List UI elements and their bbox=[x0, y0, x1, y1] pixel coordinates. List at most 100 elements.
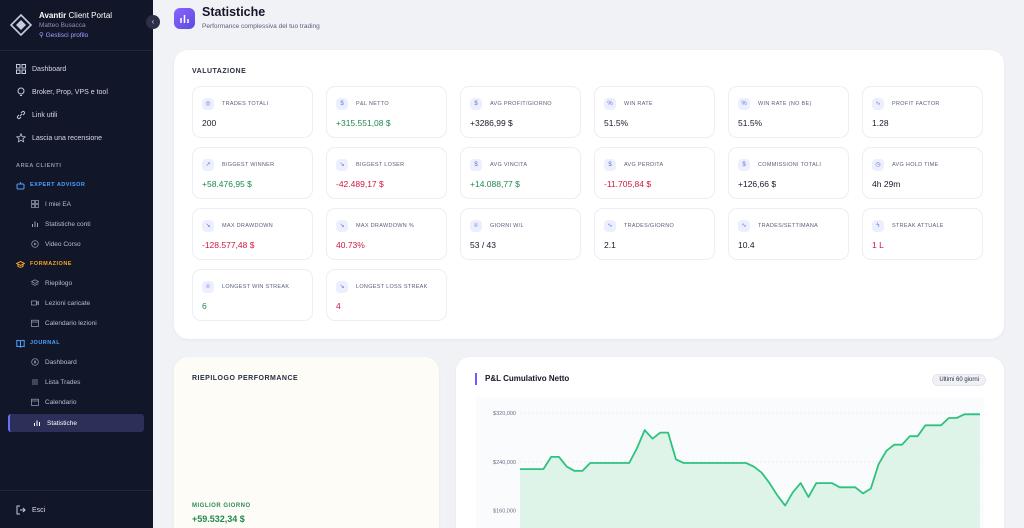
arrow-down-right-icon: ↘ bbox=[336, 159, 348, 171]
brand-title: Avantir Client Portal bbox=[39, 11, 113, 20]
stat-card: $ P&L NETTO +315.551,08 $ bbox=[326, 86, 447, 138]
stat-card: ♕ GIORNI W/L 53 / 43 bbox=[460, 208, 581, 260]
stat-card: ♕ LONGEST WIN STREAK 6 bbox=[192, 269, 313, 321]
stat-label: PROFIT FACTOR bbox=[892, 101, 940, 107]
activity-icon: ∿ bbox=[738, 220, 750, 232]
stat-label: WIN RATE bbox=[624, 101, 653, 107]
stat-card: ↘ BIGGEST LOSER -42.489,17 $ bbox=[326, 147, 447, 199]
stat-value: 6 bbox=[202, 301, 207, 311]
play-circle-icon bbox=[31, 240, 39, 248]
stat-card: ϟ STREAK ATTUALE 1 L bbox=[862, 208, 983, 260]
stat-value: +58.476,95 $ bbox=[202, 179, 252, 189]
sub-item-label: Calendario lezioni bbox=[45, 319, 97, 327]
sidebar-item-lista-trades[interactable]: Lista Trades bbox=[31, 375, 80, 389]
group-journal[interactable]: JOURNAL bbox=[16, 337, 60, 349]
sub-item-label: Statistiche bbox=[47, 419, 77, 427]
stat-value: -42.489,17 $ bbox=[336, 179, 384, 189]
nav-label: Broker, Prop, VPS e tool bbox=[32, 88, 108, 96]
dollar-icon: $ bbox=[470, 98, 482, 110]
sidebar-item-lezioni-caricate[interactable]: Lezioni caricate bbox=[31, 296, 90, 310]
link-icon bbox=[16, 110, 26, 120]
stat-label: BIGGEST WINNER bbox=[222, 162, 275, 168]
activity-icon: ∿ bbox=[604, 220, 616, 232]
activity-icon: ∿ bbox=[872, 98, 884, 110]
logout-icon bbox=[16, 505, 26, 515]
sidebar-item-video-corso[interactable]: Video Corso bbox=[31, 237, 81, 251]
stat-label: TRADES/SETTIMANA bbox=[758, 223, 819, 229]
area-clienti-label: AREA CLIENTI bbox=[16, 163, 62, 169]
bar-chart-icon bbox=[34, 420, 40, 426]
nav-label: Esci bbox=[32, 506, 46, 514]
stat-label: AVG PROFIT/GIORNO bbox=[490, 101, 552, 107]
sub-item-label: Statistiche conti bbox=[45, 220, 91, 228]
nav-link-utili[interactable]: Link utili bbox=[16, 107, 57, 123]
stat-label: COMMISSIONI TOTALI bbox=[758, 162, 822, 168]
pnl-area bbox=[520, 414, 980, 528]
stat-card: ↘ MAX DRAWDOWN -128.577,48 $ bbox=[192, 208, 313, 260]
riepilogo-title: RIEPILOGO PERFORMANCE bbox=[192, 375, 299, 382]
group-expert-advisor[interactable]: EXPERT ADVISOR bbox=[16, 179, 85, 191]
target-icon: ◎ bbox=[202, 98, 214, 110]
manage-profile-link[interactable]: ⚲ Gestisci profilo bbox=[39, 32, 89, 39]
group-formazione[interactable]: FORMAZIONE bbox=[16, 258, 72, 270]
stat-value: 40.73% bbox=[336, 240, 365, 250]
y-tick-label: $240,000 bbox=[493, 460, 516, 466]
nav-label: Lascia una recensione bbox=[32, 134, 103, 142]
stat-value: 53 / 43 bbox=[470, 240, 496, 250]
stat-card: ↗ BIGGEST WINNER +58.476,95 $ bbox=[192, 147, 313, 199]
stat-value: 4h 29m bbox=[872, 179, 901, 189]
collapse-sidebar-button[interactable]: ‹ bbox=[146, 15, 160, 29]
stat-label: BIGGEST LOSER bbox=[356, 162, 405, 168]
valutazione-title: VALUTAZIONE bbox=[192, 68, 247, 75]
dollar-icon: $ bbox=[470, 159, 482, 171]
stat-value: 2.1 bbox=[604, 240, 616, 250]
avantir-logo-icon bbox=[10, 14, 32, 36]
sub-item-label: Lista Trades bbox=[45, 378, 81, 386]
stat-card: ∿ TRADES/GIORNO 2.1 bbox=[594, 208, 715, 260]
trophy-icon: ♕ bbox=[470, 220, 482, 232]
stat-card: ∿ TRADES/SETTIMANA 10.4 bbox=[728, 208, 849, 260]
sub-item-label: Riepilogo bbox=[45, 279, 73, 287]
grid-icon bbox=[16, 64, 26, 74]
y-tick-label: $160,000 bbox=[493, 508, 516, 514]
stat-label: MAX DRAWDOWN bbox=[222, 223, 274, 229]
bolt-icon: ϟ bbox=[872, 220, 884, 232]
stat-value: +3286,99 $ bbox=[470, 118, 513, 128]
stat-value: 4 bbox=[336, 301, 341, 311]
nav-broker[interactable]: Broker, Prop, VPS e tool bbox=[16, 84, 108, 100]
video-icon bbox=[31, 300, 39, 306]
percent-icon: % bbox=[604, 98, 616, 110]
sidebar-item-calendario-lezioni[interactable]: Calendario lezioni bbox=[31, 316, 97, 330]
sub-item-label: Dashboard bbox=[45, 358, 77, 366]
stat-label: LONGEST LOSS STREAK bbox=[356, 284, 428, 290]
stat-value: 10.4 bbox=[738, 240, 755, 250]
sidebar-item-journal-dashboard[interactable]: Dashboard bbox=[31, 355, 77, 369]
stat-label: TRADES/GIORNO bbox=[624, 223, 675, 229]
sub-item-label: I miei EA bbox=[45, 200, 72, 208]
sub-item-label: Video Corso bbox=[45, 240, 81, 248]
stat-value: +315.551,08 $ bbox=[336, 118, 391, 128]
stat-label: TRADES TOTALI bbox=[222, 101, 269, 107]
nav-dashboard[interactable]: Dashboard bbox=[16, 61, 66, 77]
group-label: EXPERT ADVISOR bbox=[30, 182, 86, 188]
dollar-icon: $ bbox=[604, 159, 616, 171]
sidebar-item-statistiche[interactable]: Statistiche bbox=[8, 414, 144, 432]
logout-button[interactable]: Esci bbox=[16, 502, 45, 518]
sidebar-item-calendario[interactable]: Calendario bbox=[31, 395, 76, 409]
pnl-line bbox=[520, 413, 980, 507]
stat-card: $ COMMISSIONI TOTALI +126,66 $ bbox=[728, 147, 849, 199]
range-badge[interactable]: Ultimi 60 giorni bbox=[932, 374, 986, 386]
graduation-cap-icon bbox=[16, 260, 25, 268]
sidebar-item-riepilogo[interactable]: Riepilogo bbox=[31, 276, 72, 290]
arrow-up-right-icon: ↗ bbox=[202, 159, 214, 171]
pnl-chart-panel: P&L Cumulativo Netto Ultimi 60 giorni $3… bbox=[456, 357, 1004, 528]
stat-value: 1 L bbox=[872, 240, 884, 250]
best-day-value: +59.532,34 $ bbox=[192, 514, 245, 524]
sidebar-item-statistiche-conti[interactable]: Statistiche conti bbox=[31, 217, 91, 231]
dollar-icon: $ bbox=[738, 159, 750, 171]
stat-label: MAX DRAWDOWN % bbox=[356, 223, 415, 229]
book-icon bbox=[16, 339, 25, 348]
nav-recensione[interactable]: Lascia una recensione bbox=[16, 130, 102, 146]
sidebar-item-miei-ea[interactable]: I miei EA bbox=[31, 197, 71, 211]
valutazione-panel: VALUTAZIONE ◎ TRADES TOTALI 200 $ P&L NETTO +… bbox=[174, 50, 1004, 339]
